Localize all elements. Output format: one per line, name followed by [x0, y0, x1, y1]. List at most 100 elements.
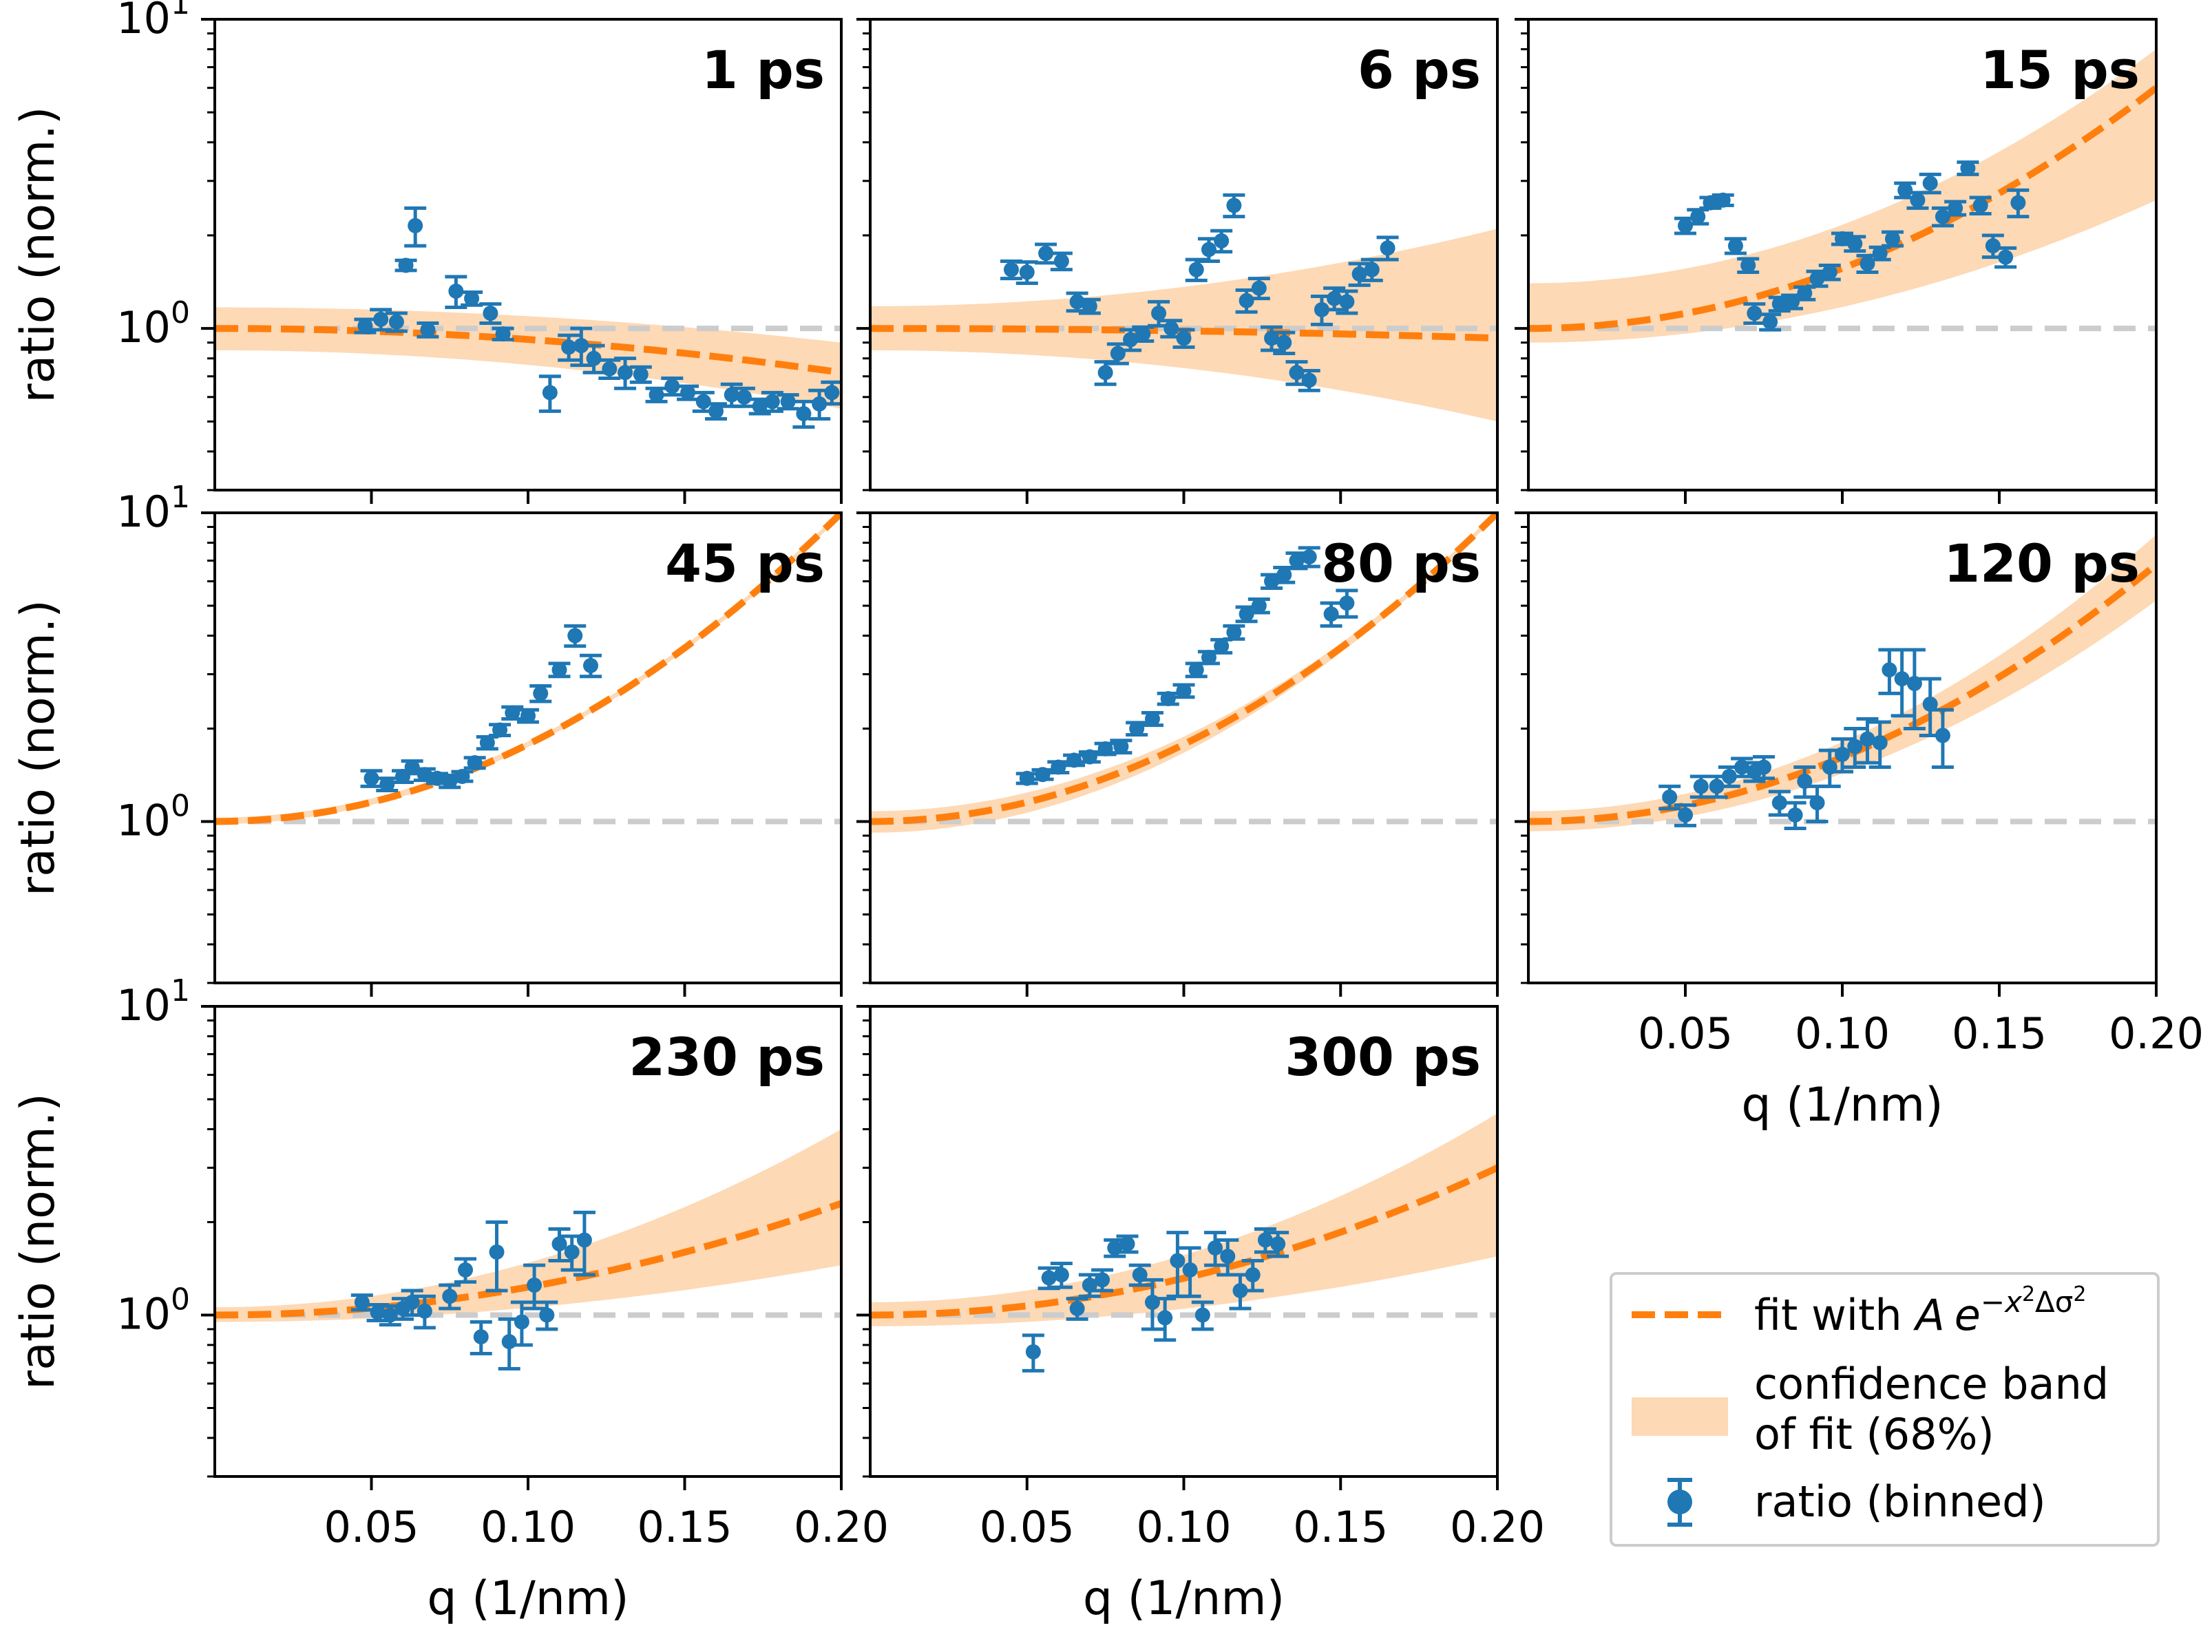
data-point [1872, 735, 1888, 751]
data-point [542, 385, 558, 401]
data-point [1226, 624, 1242, 640]
data-point [1847, 739, 1863, 754]
data-point [473, 1329, 489, 1345]
data-point [1847, 236, 1863, 252]
y-tick-label: 101 [116, 480, 190, 537]
data-point [1872, 245, 1888, 261]
fit-curve [1528, 85, 2156, 332]
data-point [1144, 711, 1160, 727]
data-point [417, 1303, 432, 1319]
data-point [1025, 1344, 1041, 1359]
data-point [736, 389, 752, 405]
panel-label: 45 ps [665, 533, 825, 594]
data-point [458, 1262, 473, 1278]
data-point [1113, 739, 1129, 754]
data-point [1922, 176, 1938, 191]
data-point [561, 339, 577, 355]
data-point [364, 770, 379, 786]
panel-300-ps: 300 ps 0.05 0.10 0.15 0.20 q (1/nm) [856, 1005, 1545, 1626]
data-point [1019, 264, 1035, 280]
data-point [479, 735, 495, 751]
legend-formula-sup1: −x [1981, 1285, 2023, 1319]
data-point [573, 338, 589, 354]
x-tick-label: 0.20 [2109, 1008, 2204, 1059]
data-point [533, 686, 549, 701]
x-axis-label: q (1/nm) [427, 1571, 629, 1626]
data-point [370, 1304, 386, 1320]
data-point [373, 311, 389, 327]
data-point [812, 396, 828, 412]
data-point [357, 318, 373, 334]
y-tick-label: 101 [116, 973, 190, 1030]
data-point [1003, 262, 1019, 277]
x-axis-label: q (1/nm) [1083, 1571, 1285, 1626]
data-point [1257, 1232, 1273, 1248]
data-point [586, 350, 602, 366]
x-tick-label: 0.15 [1952, 1008, 2047, 1059]
data-point [1097, 741, 1113, 756]
data-point [1038, 245, 1054, 261]
data-point [1082, 749, 1097, 765]
legend-data-label: ratio (binned) [1754, 1476, 2046, 1527]
data-point [514, 1314, 529, 1330]
data-point [1289, 553, 1305, 569]
data-point [1214, 638, 1230, 654]
data-point [404, 1294, 420, 1310]
data-point [724, 387, 739, 403]
x-tick-label: 0.20 [794, 1502, 889, 1552]
data-point [442, 774, 458, 790]
data-point [1314, 301, 1329, 317]
panel-plot-area [1528, 534, 2156, 832]
y-tick-label: 100 [116, 295, 190, 352]
data-point [1747, 306, 1762, 321]
data-point [1019, 770, 1035, 786]
y-tick-exp: 1 [171, 973, 190, 1008]
data-point [1066, 752, 1082, 768]
data-point [1740, 257, 1756, 273]
data-point [1194, 1307, 1210, 1323]
data-point [1960, 160, 1976, 176]
y-tick-exp: 1 [171, 0, 190, 21]
data-point [824, 385, 840, 401]
confidence-band [215, 1129, 841, 1322]
data-point [1693, 779, 1709, 794]
data-point [1182, 1262, 1198, 1278]
data-point [1188, 662, 1204, 678]
data-point [1678, 218, 1693, 233]
data-point [1035, 767, 1051, 783]
data-point [1787, 807, 1803, 823]
panel-plot-area [215, 206, 841, 429]
legend-formula-e: e [1955, 1290, 1981, 1340]
data-point [430, 770, 445, 786]
data-point [1380, 240, 1395, 256]
y-tick-base: 10 [116, 795, 171, 845]
data-point [1264, 330, 1280, 346]
data-point [408, 218, 423, 233]
x-tick-label: 0.10 [481, 1502, 576, 1552]
data-point [501, 1334, 517, 1350]
y-tick-base: 10 [116, 0, 171, 43]
data-point [505, 705, 520, 721]
data-point [1784, 294, 1800, 310]
data-point [454, 768, 470, 784]
data-point [1097, 365, 1113, 381]
data-point [1041, 1270, 1057, 1286]
data-point [1176, 683, 1192, 699]
data-point [1809, 271, 1825, 286]
data-point [1301, 549, 1317, 564]
data-point [442, 1289, 458, 1304]
data-point [1276, 335, 1292, 350]
data-point [796, 405, 812, 421]
data-point [1797, 285, 1813, 301]
data-point [483, 306, 498, 321]
y-tick-exp: 0 [171, 1282, 190, 1317]
data-point [576, 1232, 592, 1248]
data-point [1882, 662, 1897, 678]
legend-band-label-1: confidence band [1754, 1359, 2109, 1409]
data-point [1894, 671, 1910, 687]
data-point [527, 1278, 543, 1293]
panel-80-ps: 80 ps [856, 511, 1499, 997]
y-axis-label: ratio (norm.) [11, 107, 65, 403]
